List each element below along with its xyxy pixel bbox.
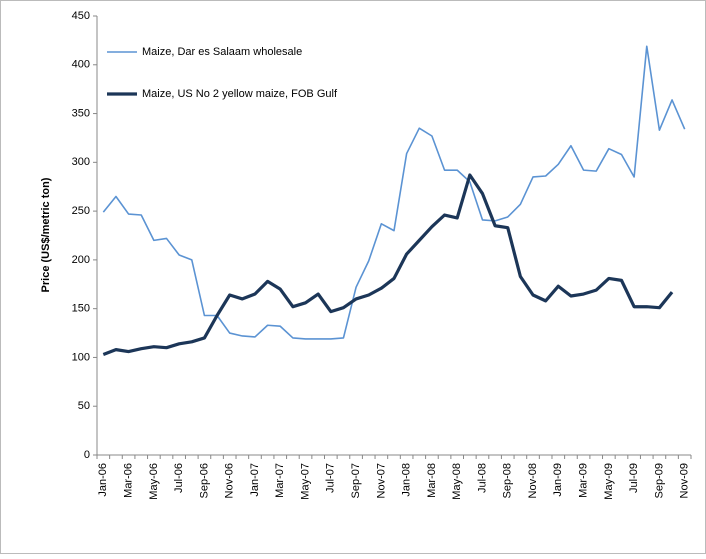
y-tick-label: 300 [72,156,90,168]
x-tick-label: Mar-06 [123,463,135,498]
x-tick-label: Nov-06 [224,463,236,498]
y-tick-label: 250 [72,205,90,217]
x-tick-label: May-09 [603,463,615,500]
y-tick-label: 100 [72,351,90,363]
x-tick-label: Sep-07 [350,463,362,498]
x-tick-label: Jul-09 [628,463,640,493]
x-tick-label: Mar-08 [426,463,438,498]
y-axis-label: Price (US$/metric ton) [40,177,52,292]
x-tick-label: Nov-09 [679,463,691,498]
x-tick-label: Jan-09 [552,463,564,497]
series-line [102,173,674,357]
x-tick-label: Sep-06 [198,463,210,498]
x-tick-label: Mar-09 [577,463,589,498]
x-tick-label: Jan-06 [97,463,109,497]
x-tick-label: May-06 [148,463,160,500]
x-tick-label: May-07 [299,463,311,500]
y-tick-label: 150 [72,303,90,315]
legend-label: Maize, Dar es Salaam wholesale [142,46,302,58]
x-tick-label: Jul-06 [173,463,185,493]
x-tick-label: Sep-08 [502,463,514,498]
x-tick-label: Nov-07 [375,463,387,498]
x-tick-label: Jul-08 [476,463,488,493]
x-tick-label: Sep-09 [653,463,665,498]
x-tick-label: Mar-07 [274,463,286,498]
series-line [102,45,686,340]
y-tick-label: 0 [84,449,90,461]
x-tick-label: Jan-07 [249,463,261,497]
x-tick-label: May-08 [451,463,463,500]
y-tick-label: 350 [72,107,90,119]
y-tick-label: 450 [72,10,90,22]
y-tick-label: 50 [78,400,90,412]
legend-label: Maize, US No 2 yellow maize, FOB Gulf [142,88,338,100]
y-tick-label: 200 [72,254,90,266]
y-tick-label: 400 [72,59,90,71]
x-tick-label: Nov-08 [527,463,539,498]
x-tick-label: Jul-07 [325,463,337,493]
x-tick-label: Jan-08 [401,463,413,497]
